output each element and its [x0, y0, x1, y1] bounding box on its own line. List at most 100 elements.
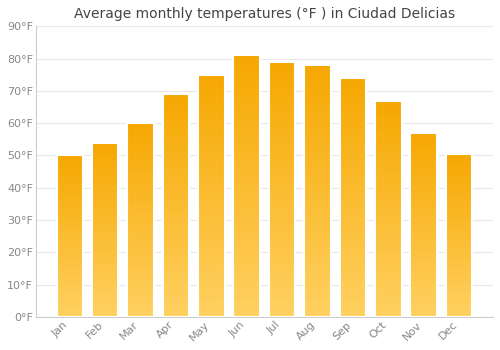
Bar: [410, 195, 437, 197]
Bar: [269, 159, 295, 161]
Bar: [234, 110, 260, 113]
Bar: [128, 175, 154, 177]
Bar: [198, 77, 224, 79]
Bar: [340, 85, 366, 88]
Bar: [269, 123, 295, 126]
Bar: [198, 213, 224, 215]
Bar: [128, 197, 154, 199]
Bar: [375, 313, 402, 315]
Bar: [446, 232, 472, 234]
Bar: [340, 80, 366, 83]
Bar: [128, 313, 154, 315]
Bar: [56, 218, 83, 220]
Bar: [56, 268, 83, 270]
Bar: [128, 305, 154, 307]
Bar: [56, 205, 83, 207]
Bar: [234, 204, 260, 207]
Bar: [56, 281, 83, 283]
Bar: [410, 230, 437, 232]
Bar: [340, 247, 366, 250]
Bar: [304, 176, 330, 178]
Bar: [234, 259, 260, 262]
Bar: [162, 112, 189, 114]
Bar: [410, 249, 437, 251]
Bar: [340, 229, 366, 231]
Bar: [304, 241, 330, 244]
Bar: [92, 176, 118, 177]
Bar: [375, 120, 402, 122]
Bar: [162, 223, 189, 225]
Bar: [56, 201, 83, 202]
Bar: [92, 158, 118, 160]
Bar: [410, 300, 437, 302]
Bar: [92, 214, 118, 216]
Bar: [92, 148, 118, 149]
Bar: [234, 152, 260, 155]
Bar: [234, 288, 260, 291]
Bar: [446, 154, 472, 155]
Bar: [269, 138, 295, 141]
Bar: [340, 135, 366, 138]
Bar: [446, 240, 472, 242]
Bar: [198, 225, 224, 227]
Bar: [128, 255, 154, 257]
Bar: [198, 307, 224, 310]
Bar: [375, 129, 402, 131]
Bar: [410, 234, 437, 236]
Bar: [198, 256, 224, 259]
Bar: [269, 225, 295, 228]
Bar: [198, 222, 224, 225]
Bar: [375, 287, 402, 289]
Bar: [304, 196, 330, 198]
Bar: [56, 302, 83, 304]
Bar: [234, 210, 260, 212]
Bar: [198, 283, 224, 285]
Bar: [269, 268, 295, 271]
Bar: [198, 135, 224, 138]
Bar: [375, 245, 402, 248]
Bar: [410, 135, 437, 136]
Bar: [198, 189, 224, 191]
Bar: [56, 194, 83, 196]
Bar: [375, 302, 402, 304]
Bar: [375, 135, 402, 137]
Bar: [92, 195, 118, 197]
Bar: [304, 309, 330, 312]
Bar: [162, 286, 189, 288]
Bar: [92, 146, 118, 148]
Bar: [410, 247, 437, 249]
Bar: [410, 199, 437, 201]
Bar: [198, 300, 224, 302]
Bar: [162, 159, 189, 161]
Bar: [198, 147, 224, 150]
Bar: [234, 55, 260, 58]
Bar: [234, 94, 260, 97]
Bar: [340, 262, 366, 264]
Bar: [234, 275, 260, 278]
Bar: [128, 245, 154, 247]
Bar: [198, 314, 224, 317]
Bar: [375, 239, 402, 241]
Bar: [198, 84, 224, 87]
Bar: [269, 281, 295, 284]
Bar: [410, 166, 437, 168]
Bar: [446, 252, 472, 253]
Bar: [304, 65, 330, 68]
Bar: [198, 298, 224, 300]
Bar: [269, 233, 295, 235]
Bar: [269, 291, 295, 294]
Bar: [304, 191, 330, 194]
Bar: [92, 156, 118, 158]
Bar: [162, 310, 189, 313]
Bar: [92, 315, 118, 317]
Bar: [234, 202, 260, 204]
Bar: [340, 314, 366, 317]
Bar: [446, 274, 472, 276]
Bar: [446, 304, 472, 306]
Bar: [234, 309, 260, 312]
Bar: [162, 297, 189, 299]
Bar: [410, 239, 437, 241]
Bar: [269, 100, 295, 103]
Bar: [198, 234, 224, 237]
Bar: [128, 150, 154, 152]
